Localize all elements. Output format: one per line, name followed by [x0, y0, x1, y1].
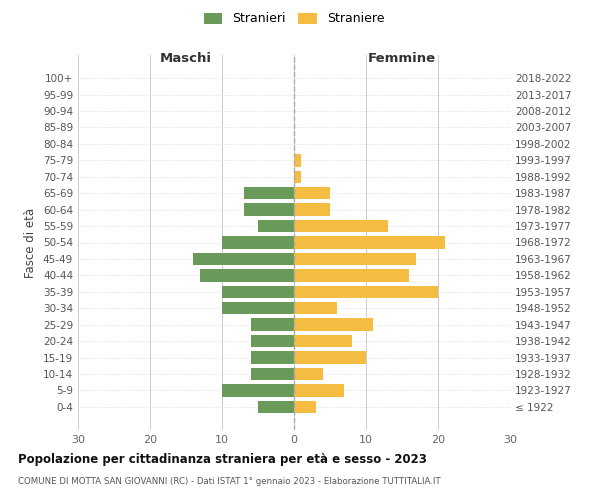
- Bar: [251, 335, 294, 347]
- Bar: [294, 318, 373, 331]
- Bar: [294, 253, 416, 265]
- Bar: [294, 269, 409, 281]
- Bar: [244, 204, 294, 216]
- Bar: [294, 204, 330, 216]
- Y-axis label: Fasce di età: Fasce di età: [25, 208, 37, 278]
- Bar: [294, 236, 445, 248]
- Bar: [222, 236, 294, 248]
- Bar: [251, 352, 294, 364]
- Text: Femmine: Femmine: [368, 52, 436, 65]
- Bar: [294, 170, 301, 183]
- Bar: [258, 400, 294, 413]
- Bar: [294, 384, 344, 396]
- Bar: [200, 269, 294, 281]
- Bar: [244, 187, 294, 200]
- Text: Popolazione per cittadinanza straniera per età e sesso - 2023: Popolazione per cittadinanza straniera p…: [18, 452, 427, 466]
- Bar: [294, 286, 438, 298]
- Bar: [222, 286, 294, 298]
- Text: COMUNE DI MOTTA SAN GIOVANNI (RC) - Dati ISTAT 1° gennaio 2023 - Elaborazione TU: COMUNE DI MOTTA SAN GIOVANNI (RC) - Dati…: [18, 478, 440, 486]
- Bar: [222, 302, 294, 314]
- Bar: [294, 302, 337, 314]
- Bar: [294, 220, 388, 232]
- Bar: [294, 352, 366, 364]
- Bar: [251, 368, 294, 380]
- Bar: [193, 253, 294, 265]
- Bar: [258, 220, 294, 232]
- Bar: [294, 335, 352, 347]
- Text: Maschi: Maschi: [160, 52, 212, 65]
- Bar: [294, 187, 330, 200]
- Bar: [294, 368, 323, 380]
- Bar: [251, 318, 294, 331]
- Legend: Stranieri, Straniere: Stranieri, Straniere: [200, 8, 388, 29]
- Bar: [294, 154, 301, 166]
- Bar: [294, 400, 316, 413]
- Bar: [222, 384, 294, 396]
